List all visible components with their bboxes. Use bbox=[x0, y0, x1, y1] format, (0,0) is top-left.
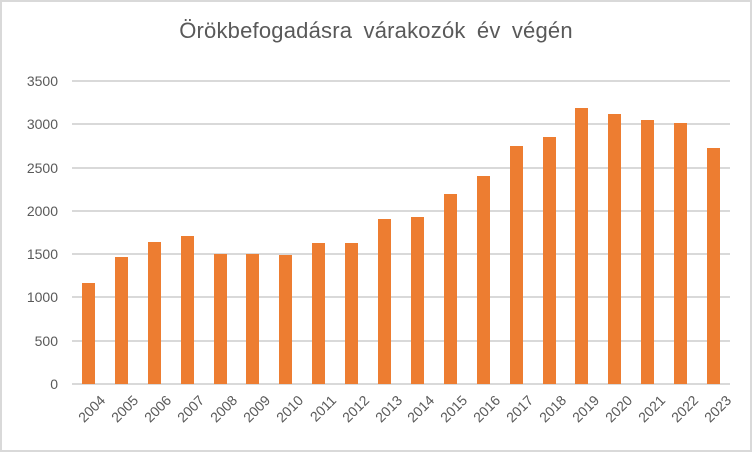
bar-2019 bbox=[575, 108, 589, 384]
y-axis-tick-label: 1000 bbox=[26, 289, 58, 306]
bar-2006 bbox=[147, 241, 161, 384]
plot-area bbox=[72, 80, 730, 385]
bar-2021 bbox=[641, 120, 655, 384]
bar-2017 bbox=[509, 145, 523, 384]
bar-2004 bbox=[81, 282, 95, 384]
bar-2014 bbox=[410, 217, 424, 384]
y-axis-tick-label: 2000 bbox=[26, 202, 58, 219]
bar-2010 bbox=[279, 255, 293, 384]
y-axis-tick-label: 3500 bbox=[26, 73, 58, 89]
bar-2013 bbox=[378, 218, 392, 384]
bar-2020 bbox=[608, 114, 622, 384]
y-axis-tick-label: 3000 bbox=[26, 116, 58, 133]
bar-2008 bbox=[213, 254, 227, 384]
bar-2022 bbox=[674, 123, 688, 384]
bar-2007 bbox=[180, 236, 194, 384]
gridline bbox=[72, 166, 730, 169]
y-axis-tick-label: 2500 bbox=[26, 159, 58, 176]
chart-title: Örökbefogadásra várakozók év végén bbox=[179, 18, 573, 43]
y-axis-tick-label: 0 bbox=[50, 376, 58, 392]
gridline bbox=[72, 253, 730, 256]
bar-2015 bbox=[443, 193, 457, 384]
y-axis-tick-label: 1500 bbox=[26, 246, 58, 263]
bar-2012 bbox=[345, 243, 359, 384]
bar-2023 bbox=[707, 147, 721, 384]
x-axis-line bbox=[72, 383, 730, 385]
gridline bbox=[72, 209, 730, 212]
gridline bbox=[72, 123, 730, 126]
gridline bbox=[72, 80, 730, 82]
bar-2005 bbox=[114, 257, 128, 384]
bar-2011 bbox=[312, 243, 326, 384]
bar-2018 bbox=[542, 136, 556, 384]
gridline bbox=[72, 296, 730, 299]
gridline bbox=[72, 339, 730, 342]
bar-2016 bbox=[476, 175, 490, 384]
y-axis-tick-label: 500 bbox=[34, 332, 58, 349]
bar-2009 bbox=[246, 254, 260, 384]
